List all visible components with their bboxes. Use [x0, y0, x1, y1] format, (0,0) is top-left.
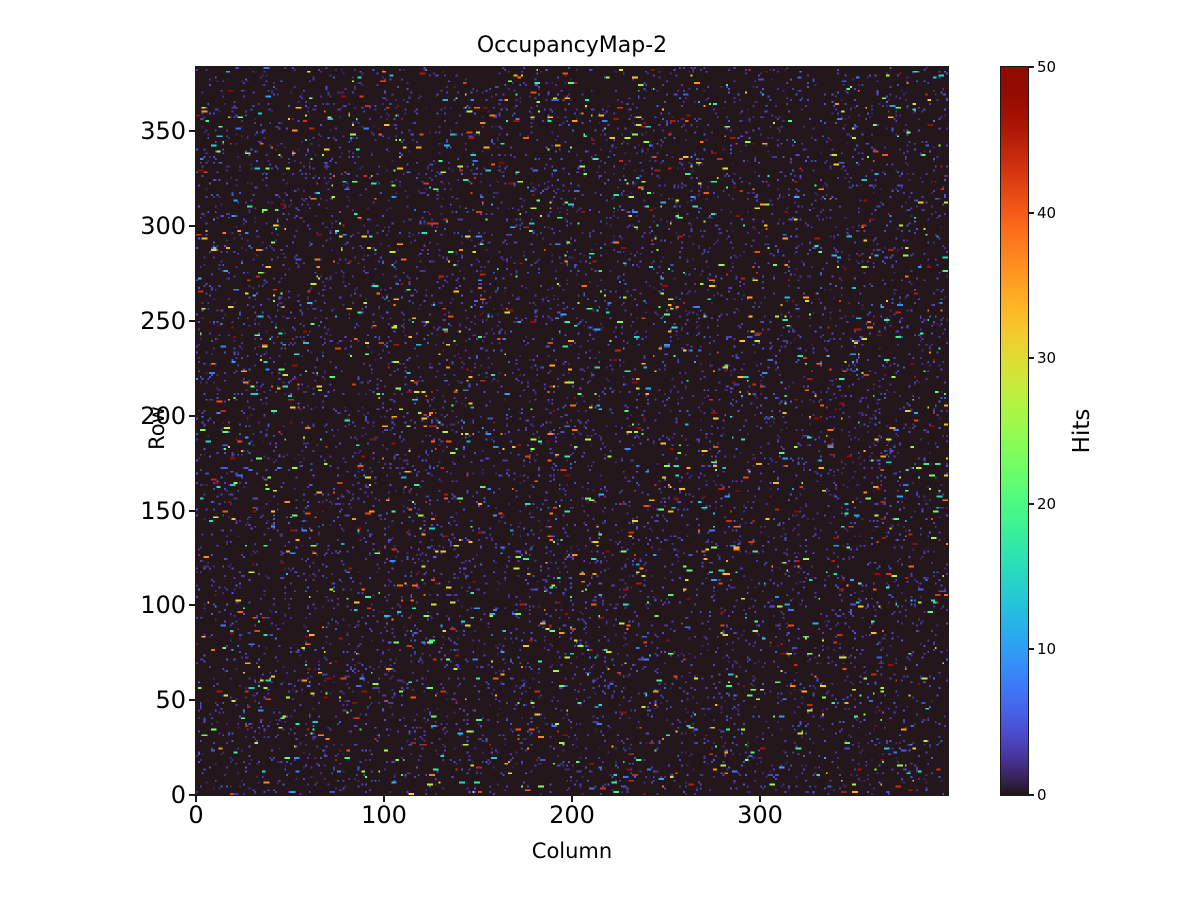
y-tick-label: 300: [140, 212, 186, 240]
y-tick-label: 250: [140, 307, 186, 335]
colorbar-canvas: [1001, 67, 1028, 795]
y-tick-mark: [189, 794, 195, 796]
colorbar: [1000, 66, 1029, 796]
x-tick-label: 300: [737, 801, 783, 829]
colorbar-tick-label: 30: [1037, 349, 1057, 367]
heatmap-canvas: [196, 67, 948, 795]
colorbar-tick-mark: [1029, 648, 1034, 650]
y-tick-mark: [189, 225, 195, 227]
heatmap-plot: [195, 66, 949, 796]
y-tick-mark: [189, 415, 195, 417]
colorbar-tick-mark: [1029, 212, 1034, 214]
x-axis-label: Column: [531, 839, 613, 863]
x-tick-label: 0: [188, 801, 204, 829]
x-tick-mark: [383, 796, 385, 802]
x-tick-label: 100: [361, 801, 407, 829]
colorbar-tick-label: 40: [1037, 204, 1057, 222]
x-tick-label: 200: [549, 801, 595, 829]
colorbar-tick-mark: [1029, 503, 1034, 505]
colorbar-tick-label: 50: [1037, 58, 1057, 76]
y-tick-label: 150: [140, 497, 186, 525]
x-tick-mark: [571, 796, 573, 802]
y-tick-label: 50: [155, 686, 186, 714]
x-tick-mark: [195, 796, 197, 802]
colorbar-label: Hits: [1069, 408, 1095, 454]
colorbar-tick-mark: [1029, 357, 1034, 359]
y-tick-mark: [189, 604, 195, 606]
y-tick-mark: [189, 699, 195, 701]
colorbar-tick-label: 20: [1037, 495, 1057, 513]
colorbar-tick-label: 0: [1037, 786, 1047, 804]
y-axis-label: Row: [145, 406, 169, 450]
y-tick-mark: [189, 130, 195, 132]
colorbar-tick-mark: [1029, 794, 1034, 796]
x-tick-mark: [759, 796, 761, 802]
y-tick-label: 100: [140, 591, 186, 619]
y-tick-label: 0: [170, 781, 186, 809]
y-tick-mark: [189, 510, 195, 512]
chart-title: OccupancyMap-2: [476, 33, 668, 58]
colorbar-tick-mark: [1029, 66, 1034, 68]
colorbar-tick-label: 10: [1037, 640, 1057, 658]
y-tick-mark: [189, 320, 195, 322]
y-tick-label: 200: [140, 402, 186, 430]
y-tick-label: 350: [140, 117, 186, 145]
